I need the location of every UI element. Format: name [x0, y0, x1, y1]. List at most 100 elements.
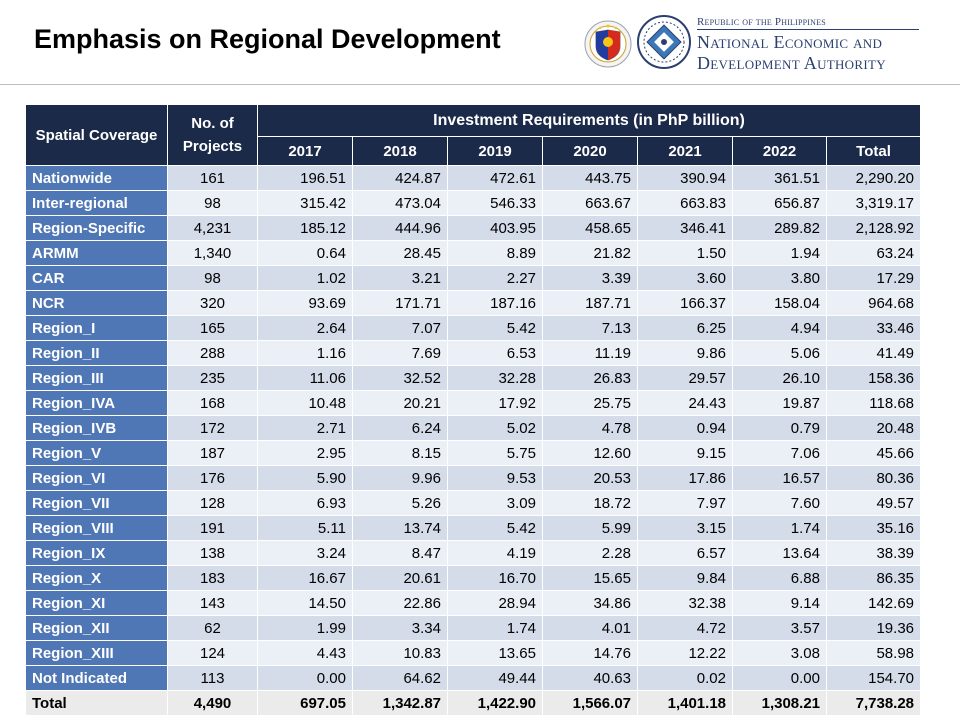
row-projects: 235: [167, 365, 258, 391]
row-value-2020: 25.75: [542, 390, 638, 416]
row-value-2018: 473.04: [352, 190, 448, 216]
table-row: Region_IVB 172 2.71 6.24 5.02 4.78 0.94 0.79 20.…: [25, 415, 922, 441]
row-projects: 1,340: [167, 240, 258, 266]
header-spatial-coverage-label: Spatial Coverage: [35, 126, 158, 144]
row-label: Region_II: [25, 340, 168, 366]
row-value-2019: 546.33: [447, 190, 543, 216]
row-projects: 143: [167, 590, 258, 616]
row-projects: 172: [167, 415, 258, 441]
table-row: CAR 98 1.02 3.21 2.27 3.39 3.60 3.80 17.29: [25, 265, 922, 291]
table-row: Region_V 187 2.95 8.15 5.75 12.60 9.15 7.06 45.6…: [25, 440, 922, 466]
row-value-2022: 4.94: [732, 315, 827, 341]
row-label: Region_XIII: [25, 640, 168, 666]
header-year-2020: 2020: [542, 136, 638, 166]
row-value-2019: 17.92: [447, 390, 543, 416]
row-value-total: 2,290.20: [825, 165, 922, 191]
row-value-2022: 1.74: [732, 515, 827, 541]
table-row: Region-Specific 4,231 185.12 444.96 403.95 45…: [25, 215, 922, 241]
row-value-2019: 16.70: [447, 565, 543, 591]
row-value-2021: 32.38: [637, 590, 733, 616]
header-no-of-projects-label: No. of Projects: [182, 115, 243, 155]
table-row: Region_XII 62 1.99 3.34 1.74 4.01 4.72 3.57 19.3…: [25, 615, 922, 641]
row-value-2022: 7.06: [732, 440, 827, 466]
table-row: Not Indicated 113 0.00 64.62 49.44 40.63 0.02 0…: [25, 665, 922, 691]
row-value-2020: 14.76: [542, 640, 638, 666]
row-value-2022: 26.10: [732, 365, 827, 391]
row-label: Region_I: [25, 315, 168, 341]
row-value-2017: 697.05: [257, 690, 353, 716]
row-value-2019: 5.02: [447, 415, 543, 441]
row-value-2019: 49.44: [447, 665, 543, 691]
row-value-total: 3,319.17: [825, 190, 922, 216]
row-value-2021: 166.37: [637, 290, 733, 316]
row-value-2019: 5.42: [447, 315, 543, 341]
row-projects: 320: [167, 290, 258, 316]
row-projects: 124: [167, 640, 258, 666]
row-value-2019: 1.74: [447, 615, 543, 641]
row-value-2018: 444.96: [352, 215, 448, 241]
header-year-2017: 2017: [257, 136, 353, 166]
row-value-total: 33.46: [825, 315, 922, 341]
page-title: Emphasis on Regional Development: [34, 24, 501, 54]
row-value-2018: 1,342.87: [352, 690, 448, 716]
row-label: Nationwide: [25, 165, 168, 191]
row-value-2017: 6.93: [257, 490, 353, 516]
row-value-2021: 0.02: [637, 665, 733, 691]
row-value-2020: 1,566.07: [542, 690, 638, 716]
row-value-2022: 16.57: [732, 465, 827, 491]
header-year-2019: 2019: [447, 136, 543, 166]
row-label: Region_VI: [25, 465, 168, 491]
row-value-2019: 9.53: [447, 465, 543, 491]
row-value-2018: 424.87: [352, 165, 448, 191]
row-label: Region_VIII: [25, 515, 168, 541]
row-label: Region_V: [25, 440, 168, 466]
row-value-2018: 9.96: [352, 465, 448, 491]
row-value-2020: 4.78: [542, 415, 638, 441]
row-projects: 176: [167, 465, 258, 491]
row-value-2018: 7.69: [352, 340, 448, 366]
row-value-2021: 0.94: [637, 415, 733, 441]
row-projects: 113: [167, 665, 258, 691]
row-projects: 4,231: [167, 215, 258, 241]
row-value-2019: 32.28: [447, 365, 543, 391]
row-value-2022: 3.57: [732, 615, 827, 641]
row-label: Region_III: [25, 365, 168, 391]
agency-line-neda-1: National Economic and: [697, 32, 883, 52]
row-value-2020: 18.72: [542, 490, 638, 516]
row-projects: 138: [167, 540, 258, 566]
row-value-2020: 11.19: [542, 340, 638, 366]
row-value-2018: 8.47: [352, 540, 448, 566]
row-value-total: 45.66: [825, 440, 922, 466]
table-row: Region_IX 138 3.24 8.47 4.19 2.28 6.57 13.64 38.…: [25, 540, 922, 566]
header-divider: [0, 84, 960, 85]
header-year-2021: 2021: [637, 136, 733, 166]
row-value-total: 17.29: [825, 265, 922, 291]
row-value-total: 7,738.28: [825, 690, 922, 716]
row-value-2020: 12.60: [542, 440, 638, 466]
row-value-2019: 472.61: [447, 165, 543, 191]
row-value-2017: 1.02: [257, 265, 353, 291]
agency-name: Republic of the Philippines National Eco…: [697, 16, 919, 74]
row-value-2018: 64.62: [352, 665, 448, 691]
row-value-2017: 185.12: [257, 215, 353, 241]
row-value-2020: 40.63: [542, 665, 638, 691]
row-value-total: 35.16: [825, 515, 922, 541]
row-value-2021: 9.86: [637, 340, 733, 366]
row-value-2021: 6.57: [637, 540, 733, 566]
row-value-2018: 32.52: [352, 365, 448, 391]
table-row: Region_IVA 168 10.48 20.21 17.92 25.75 24.43 19…: [25, 390, 922, 416]
header-year-2018: 2018: [352, 136, 448, 166]
row-value-2017: 1.16: [257, 340, 353, 366]
row-value-2021: 9.15: [637, 440, 733, 466]
row-value-total: 118.68: [825, 390, 922, 416]
table-row: Region_I 165 2.64 7.07 5.42 7.13 6.25 4.94 33.46: [25, 315, 922, 341]
row-value-2017: 0.00: [257, 665, 353, 691]
row-value-2017: 16.67: [257, 565, 353, 591]
table-row: Region_III 235 11.06 32.52 32.28 26.83 29.57 26…: [25, 365, 922, 391]
row-projects: 168: [167, 390, 258, 416]
row-value-2019: 6.53: [447, 340, 543, 366]
row-label: Region-Specific: [25, 215, 168, 241]
row-projects: 288: [167, 340, 258, 366]
row-value-total: 20.48: [825, 415, 922, 441]
table-row: ARMM 1,340 0.64 28.45 8.89 21.82 1.50 1.94 63.24: [25, 240, 922, 266]
